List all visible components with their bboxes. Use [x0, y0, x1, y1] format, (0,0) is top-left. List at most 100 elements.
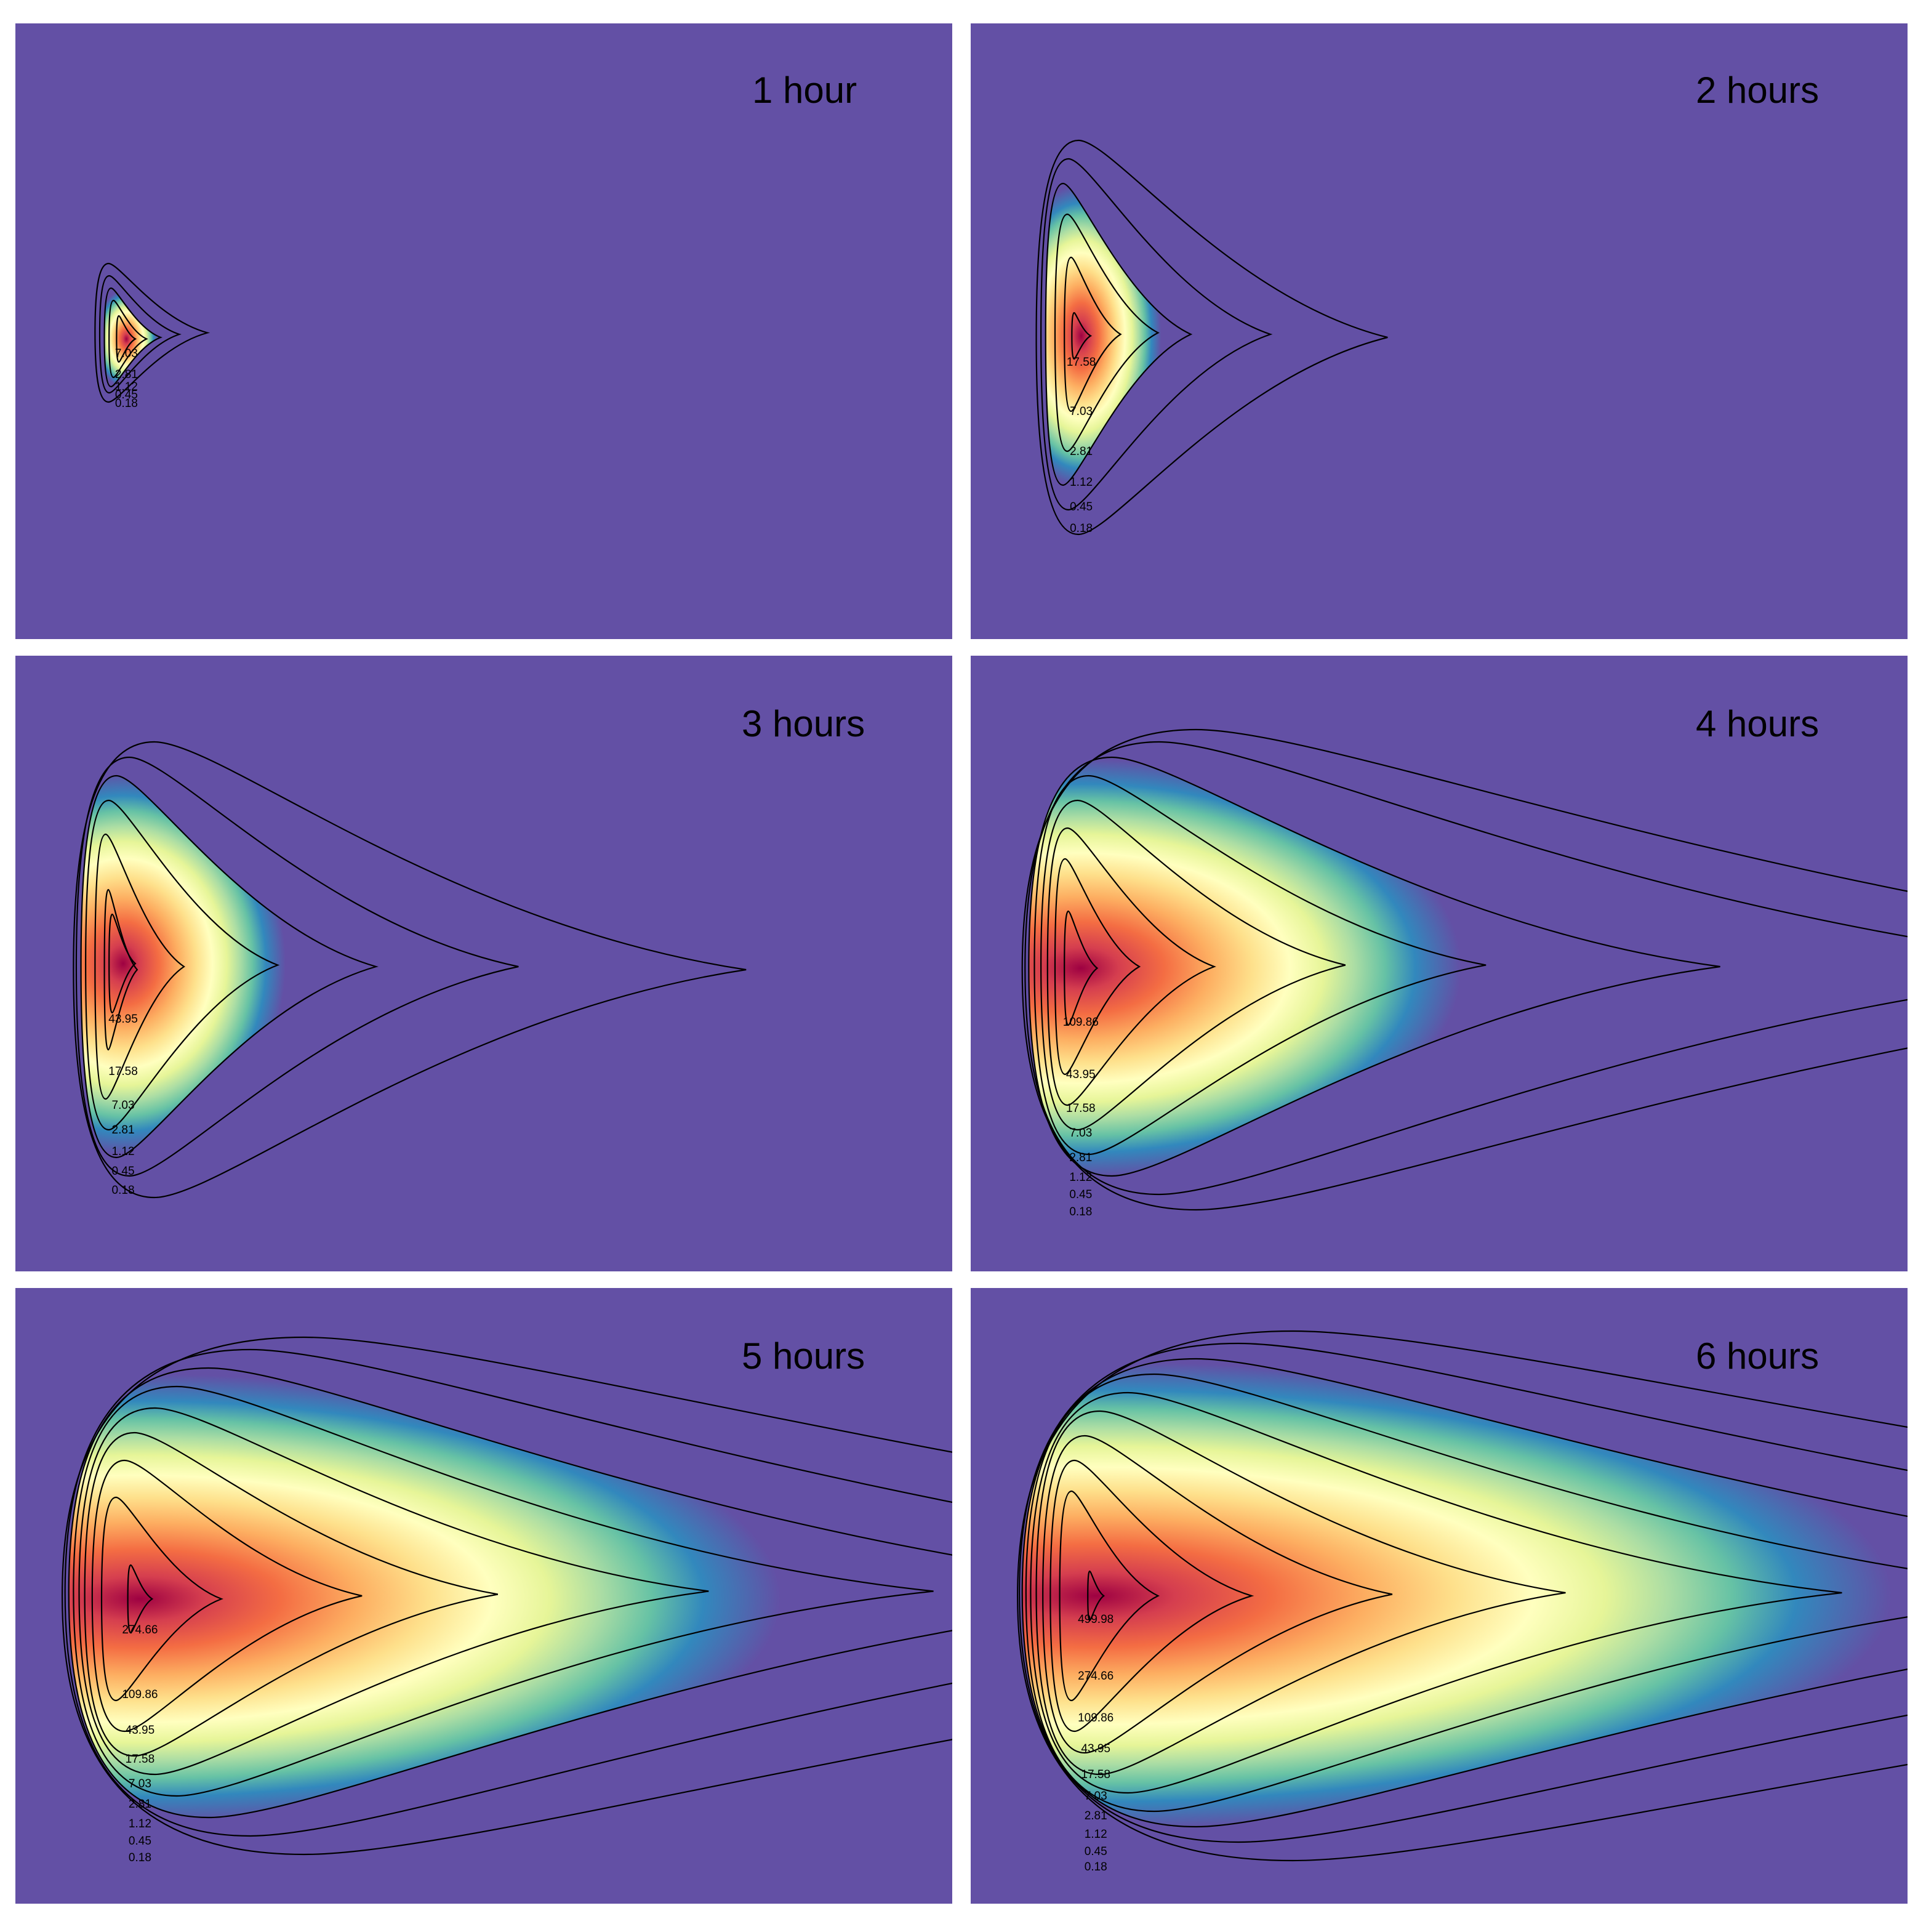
contour-line-7-03 [78, 1407, 709, 1776]
color-field [1029, 757, 1720, 1176]
panel-title: 5 hours [742, 1335, 865, 1377]
contour-line-7-03 [1064, 256, 1122, 413]
contour-label: 1.12 [115, 380, 138, 393]
contour-line-0-45 [64, 1348, 952, 1837]
contour-line-0-18 [73, 741, 747, 1199]
plume-chart-6hours: 499.98 274.66 109.86 43.95 17.58 7.03 2.81 1.12… [1016, 1330, 1908, 1874]
contour-label: 17.58 [108, 1065, 138, 1078]
contour-line-7-03 [94, 833, 185, 1100]
contour-line-1-12 [1021, 1358, 1908, 1828]
contour-label: 7.03 [1069, 1127, 1092, 1140]
contour-line-1-12 [1045, 182, 1193, 486]
color-field [81, 776, 376, 1157]
contour-line-2-81 [73, 1385, 934, 1797]
contour-label: 0.45 [112, 1165, 135, 1178]
contour-label: 17.58 [126, 1753, 155, 1766]
contour-line-7-03 [1040, 799, 1346, 1131]
contour-labels: 7.03 2.811.120.450.18 [115, 347, 138, 410]
contour-label: 17.58 [1067, 356, 1096, 369]
contour-lines [73, 741, 747, 1199]
contour-label: 2.81 [1070, 445, 1093, 458]
plume-panel-4hours: 109.86 43.95 17.58 7.03 2.81 1.12 0.45 0.18 4 h… [971, 656, 1908, 1271]
contour-label: 0.18 [112, 1184, 135, 1197]
contour-line-0-45 [98, 275, 182, 394]
plume-panel-3hours: 43.95 17.58 7.03 2.81 1.12 0.45 0.18 3 hours [15, 656, 952, 1271]
color-field-shape [68, 1368, 952, 1817]
contour-line-0-18 [1021, 728, 1908, 1211]
contour-line-109-86 [1049, 1459, 1254, 1733]
contour-label: 0.18 [115, 397, 138, 410]
contour-label: 109.86 [1078, 1712, 1113, 1725]
contour-line-0-45 [75, 756, 519, 1177]
plume-panel-2hours: 17.58 7.03 2.81 1.12 0.45 0.18 2 hours [971, 23, 1908, 639]
panel-title: 2 hours [1696, 70, 1820, 111]
color-field-shape [1045, 183, 1191, 485]
contour-label: 109.86 [1063, 1016, 1099, 1029]
contour-label: 7.03 [112, 1099, 135, 1112]
panel-title: 6 hours [1696, 1335, 1820, 1377]
contour-line-1-12 [80, 775, 379, 1159]
contour-line-109-86 [1064, 910, 1099, 1026]
contour-label: 43.95 [108, 1013, 138, 1026]
contour-labels: 499.98 274.66 109.86 43.95 17.58 7.03 2.81 1.12… [1078, 1613, 1113, 1874]
contour-label: 2.81 [112, 1124, 135, 1137]
contour-labels: 17.58 7.03 2.81 1.12 0.45 0.18 [1067, 356, 1096, 535]
contour-label: 0.18 [1069, 1205, 1092, 1218]
plume-panel-1hour: 7.03 2.81 1.12 0.45 0.18 1 hour [15, 23, 952, 639]
contour-line-109-86 [100, 1496, 223, 1702]
contour-line-17-58 [84, 1431, 499, 1757]
contour-line-0-45 [1040, 158, 1273, 511]
contour-label: 7.03 [129, 1777, 151, 1790]
contour-lines [1021, 728, 1908, 1211]
contour-label: 2.81 [129, 1798, 151, 1811]
contour-line-17-58 [103, 888, 138, 1051]
contour-label: 0.45 [129, 1835, 151, 1848]
contour-label: 0.45 [1069, 1188, 1092, 1201]
contour-lines [61, 1336, 952, 1856]
color-field [68, 1368, 952, 1817]
color-field-shape [81, 776, 376, 1157]
color-field-shape [1022, 1359, 1908, 1827]
contour-line-499-98 [1087, 1570, 1105, 1622]
panel-title: 3 hours [742, 703, 865, 744]
contour-label: 1.12 [1069, 1171, 1092, 1184]
plume-panel-6hours: 499.98 274.66 109.86 43.95 17.58 7.03 2.81 1.12… [971, 1288, 1908, 1904]
contour-line-43-95 [108, 913, 137, 1014]
plume-chart-3hours: 43.95 17.58 7.03 2.81 1.12 0.45 0.18 [73, 741, 747, 1199]
contour-line-2-81 [1033, 775, 1487, 1156]
contour-label: 0.45 [1085, 1845, 1107, 1858]
color-field [1022, 1359, 1908, 1827]
plume-chart-1hour: 7.03 2.811.120.450.18 [94, 262, 211, 410]
contour-line-2-81 [108, 299, 148, 379]
contour-line-274-66 [1059, 1490, 1160, 1702]
contour-label: 1.12 [129, 1817, 151, 1830]
contour-label: 0.45 [1070, 501, 1093, 513]
contour-label: 43.95 [126, 1724, 155, 1737]
contour-label: 1.12 [1085, 1828, 1107, 1841]
contour-line-7-03 [116, 315, 137, 363]
contour-labels: 109.86 43.95 17.58 7.03 2.81 1.12 0.45 0.18 [1063, 1016, 1099, 1218]
plume-panel-5hours: 274.66 109.86 43.95 17.58 7.03 2.81 1.12 0.45 0.… [15, 1288, 952, 1904]
contour-line-7-03 [1030, 1391, 1842, 1794]
contour-line-43-95 [91, 1459, 363, 1733]
contour-labels: 274.66 109.86 43.95 17.58 7.03 2.81 1.12 0.45 0.… [122, 1624, 158, 1864]
contour-label: 1.12 [1070, 476, 1093, 489]
contour-lines [1016, 1330, 1908, 1862]
contour-label: 7.03 [1070, 405, 1093, 418]
contour-label: 43.95 [1081, 1742, 1110, 1755]
contour-line-17-58 [1046, 827, 1216, 1106]
plume-chart-4hours: 109.86 43.95 17.58 7.03 2.81 1.12 0.45 0.18 [1021, 728, 1908, 1218]
contour-line-2-81 [85, 799, 280, 1131]
contour-line-1-12 [1028, 756, 1720, 1177]
contour-label: 2.81 [115, 368, 138, 381]
contour-line-0-45 [1019, 1342, 1908, 1843]
contour-label: 0.45 [115, 388, 138, 401]
contour-line-274-66 [127, 1564, 154, 1634]
contour-line-0-18 [1016, 1330, 1908, 1862]
contour-label: 7.03 [115, 347, 138, 360]
contour-label: 2.81 [1069, 1151, 1092, 1164]
contour-line-1-12 [68, 1367, 952, 1819]
color-field-shape [1029, 757, 1720, 1176]
contour-lines [1035, 139, 1388, 536]
contour-label: 43.95 [1066, 1068, 1096, 1081]
